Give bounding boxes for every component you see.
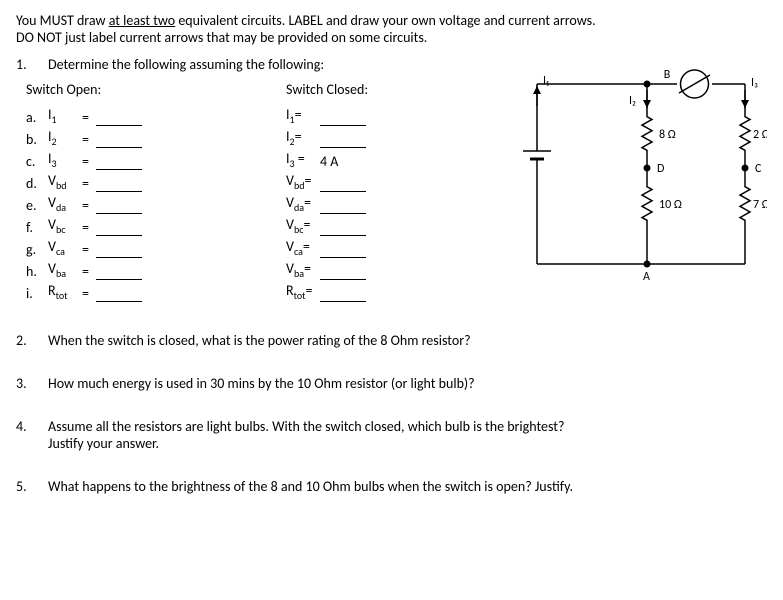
closed-row: Vbd= — [286, 170, 466, 192]
q2-text: When the switch is closed, what is the p… — [48, 332, 767, 349]
open-row: g.Vca= — [26, 236, 206, 258]
svg-text:I₃: I₃ — [751, 76, 758, 90]
q1-num: 1. — [16, 56, 48, 73]
open-row: i.Rtot= — [26, 280, 206, 302]
question-3: 3. How much energy is used in 30 mins by… — [16, 375, 767, 392]
svg-text:7 Ω: 7 Ω — [753, 198, 767, 212]
open-row: c.I3= — [26, 148, 206, 170]
q5-text: What happens to the brightness of the 8 … — [48, 478, 767, 495]
open-row: e.Vda= — [26, 192, 206, 214]
instr-line1-pre: You MUST draw — [16, 12, 109, 29]
closed-row: Vca= — [286, 236, 466, 258]
switch-closed-col: Switch Closed: I1=I2=I3 =4 AVbd=Vda=Vbc=… — [286, 81, 466, 302]
instr-line1-underline: at least two — [109, 12, 175, 29]
instructions-block: You MUST draw at least two equivalent ci… — [16, 12, 767, 46]
instr-line1-post: equivalent circuits. LABEL and draw your… — [175, 12, 595, 29]
circuit-diagram: I₁ I₂ I₃ B 8 Ω 2 Ω 10 Ω 7 Ω D C A — [507, 56, 767, 306]
instr-line2: DO NOT just label current arrows that ma… — [16, 29, 427, 46]
svg-text:C: C — [755, 162, 762, 176]
closed-row: I2= — [286, 126, 466, 148]
q3-text: How much energy is used in 30 mins by th… — [48, 375, 767, 392]
svg-text:I₂: I₂ — [629, 94, 636, 108]
svg-text:10 Ω: 10 Ω — [659, 198, 682, 212]
closed-row: I3 =4 A — [286, 148, 466, 170]
svg-text:B: B — [664, 68, 671, 82]
q2-num: 2. — [16, 332, 48, 349]
switch-open-col: Switch Open: a.I1=b.I2=c.I3=d.Vbd=e.Vda=… — [26, 81, 206, 302]
svg-text:I₁: I₁ — [543, 74, 549, 88]
q5-num: 5. — [16, 478, 48, 495]
q4-num: 4. — [16, 418, 48, 435]
switch-closed-title: Switch Closed: — [286, 81, 466, 98]
svg-text:8 Ω: 8 Ω — [659, 128, 676, 142]
q4-text: Assume all the resistors are light bulbs… — [48, 418, 767, 435]
q4-text2: Justify your answer. — [48, 435, 767, 452]
question-5: 5. What happens to the brightness of the… — [16, 478, 767, 495]
closed-row: Vda= — [286, 192, 466, 214]
svg-text:A: A — [643, 270, 650, 284]
closed-row: Vba= — [286, 258, 466, 280]
svg-text:2 Ω: 2 Ω — [753, 128, 767, 142]
open-row: b.I2= — [26, 126, 206, 148]
q1-text: Determine the following assuming the fol… — [48, 56, 507, 73]
svg-text:D: D — [657, 162, 664, 176]
open-row: f.Vbc= — [26, 214, 206, 236]
switch-open-title: Switch Open: — [26, 81, 206, 98]
open-row: d.Vbd= — [26, 170, 206, 192]
open-row: h.Vba= — [26, 258, 206, 280]
closed-row: I1= — [286, 104, 466, 126]
q3-num: 3. — [16, 375, 48, 392]
open-row: a.I1= — [26, 104, 206, 126]
question-2: 2. When the switch is closed, what is th… — [16, 332, 767, 349]
question-4: 4. Assume all the resistors are light bu… — [16, 418, 767, 452]
closed-row: Rtot= — [286, 280, 466, 302]
question-1: 1. Determine the following assuming the … — [16, 56, 507, 302]
closed-row: Vbc= — [286, 214, 466, 236]
